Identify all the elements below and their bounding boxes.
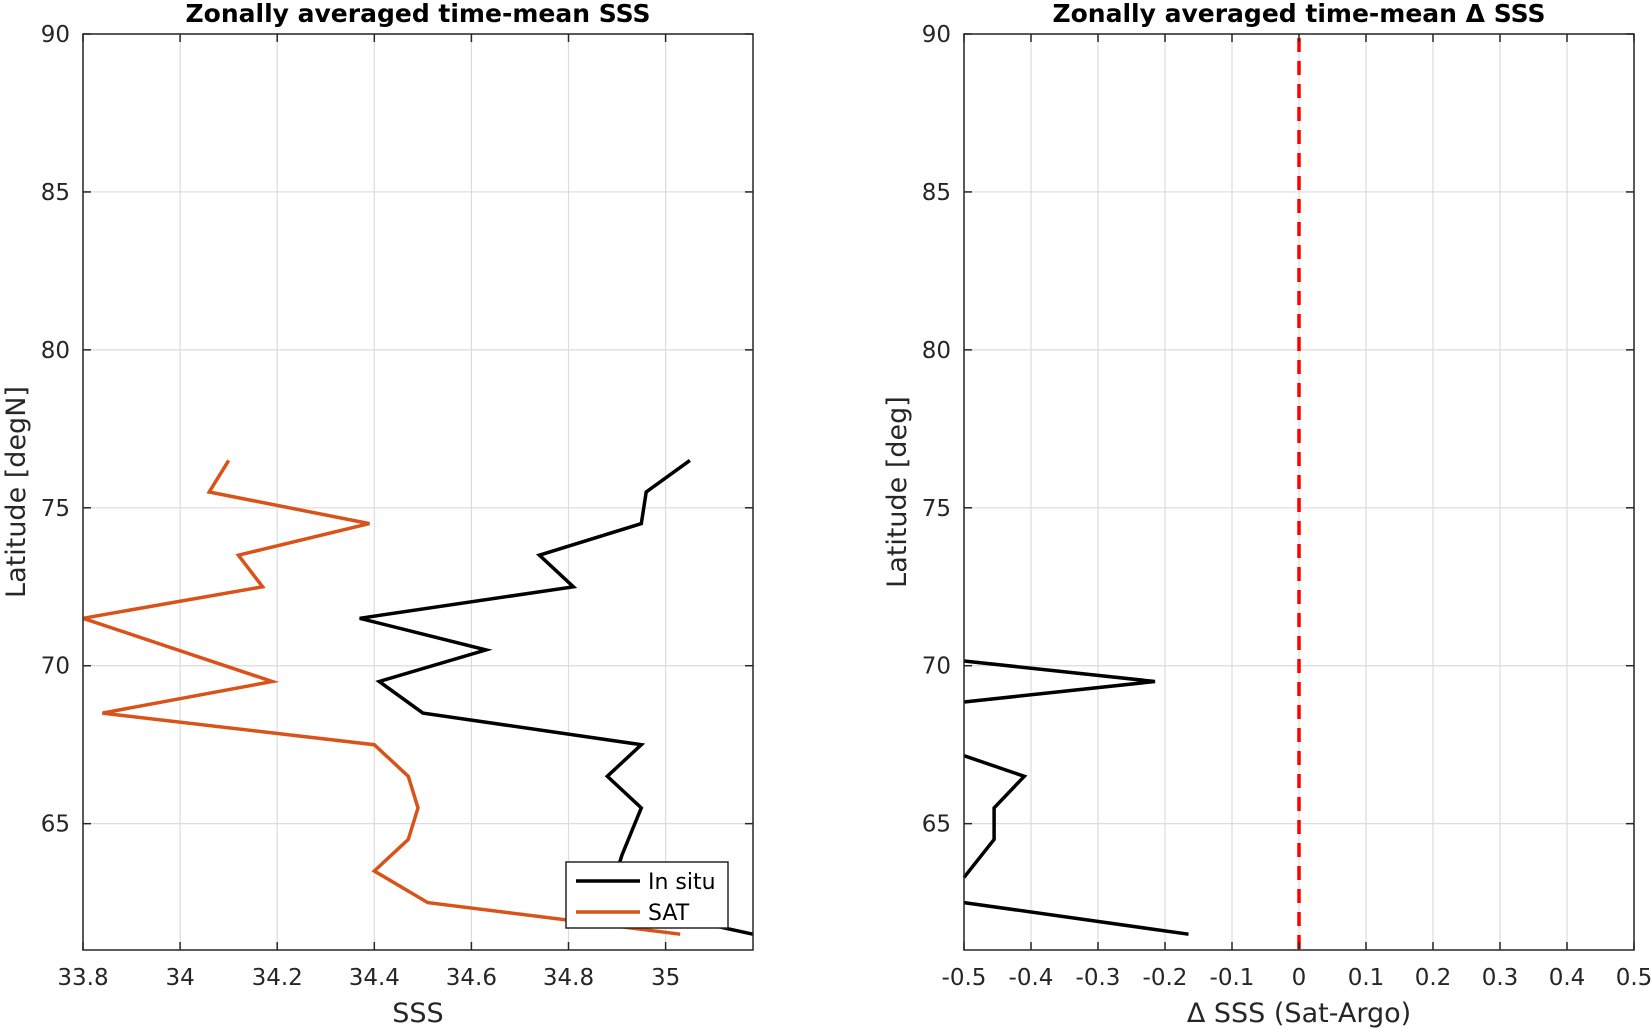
x-tick-label: -0.2 — [1143, 965, 1188, 991]
y-axis-label-delta-sss: Latitude [deg] — [882, 396, 913, 588]
legend-label-sat: SAT — [648, 901, 690, 926]
x-tick-label: 0.2 — [1415, 965, 1452, 991]
x-tick-label: 0.5 — [1616, 965, 1651, 991]
x-tick-label: 34.2 — [252, 965, 303, 991]
series-line-sat — [82, 459, 681, 936]
legend: In situ SAT — [565, 861, 729, 929]
y-tick-label: 90 — [41, 22, 70, 48]
y-tick-label: 65 — [922, 812, 951, 838]
series-line-1 — [963, 659, 1156, 704]
y-tick-label: 75 — [41, 496, 70, 522]
plot-area-delta-sss — [962, 38, 1301, 950]
x-axis-label-delta-sss: Δ SSS (Sat-Argo) — [1187, 998, 1411, 1028]
x-tick-label: -0.3 — [1076, 965, 1121, 991]
panel-delta-sss: -0.5 -0.4 -0.3 -0.2 -0.1 0 0.1 0.2 0.3 0.4 0.5 65 70… — [882, 0, 1651, 1028]
y-tick-label: 75 — [922, 496, 951, 522]
series-line-in-situ — [359, 458, 754, 936]
x-tick-label: 0.4 — [1549, 965, 1586, 991]
plot-area-sss — [82, 458, 754, 936]
x-axis-label-sss: SSS — [392, 998, 443, 1028]
panel-sss: 33.8 34 34.2 34.4 34.6 34.8 35 65 70 75 80 85 90 Zon… — [1, 0, 754, 1028]
y-tick-label: 80 — [922, 338, 951, 364]
x-tick-label: 34 — [165, 965, 194, 991]
x-tick-label: 0 — [1292, 965, 1307, 991]
grid-delta-sss — [963, 33, 1635, 950]
x-tick-label: 33.8 — [57, 965, 108, 991]
y-tick-label: 85 — [41, 180, 70, 206]
series-line-2 — [962, 754, 1028, 879]
series-line-3 — [963, 900, 1189, 936]
x-tick-label: 34.6 — [446, 965, 497, 991]
y-axis-label-sss: Latitude [degN] — [1, 386, 32, 598]
y-tick-label: 85 — [922, 180, 951, 206]
x-tick-label: -0.5 — [942, 965, 987, 991]
x-tick-label: -0.4 — [1009, 965, 1054, 991]
ticks-delta-sss: -0.5 -0.4 -0.3 -0.2 -0.1 0 0.1 0.2 0.3 0.4 0.5 65 70… — [922, 22, 1651, 991]
legend-label-in-situ: In situ — [648, 870, 716, 895]
x-tick-label: 0.3 — [1482, 965, 1519, 991]
ticks-sss: 33.8 34 34.2 34.4 34.6 34.8 35 65 70 75 80 85 90 — [41, 22, 753, 991]
chart-title-delta-sss: Zonally averaged time-mean Δ SSS — [1053, 0, 1546, 28]
y-tick-label: 80 — [41, 338, 70, 364]
x-tick-label: 34.4 — [349, 965, 400, 991]
x-tick-label: 35 — [651, 965, 680, 991]
y-tick-label: 70 — [41, 654, 70, 680]
y-tick-label: 65 — [41, 812, 70, 838]
x-tick-label: 34.8 — [543, 965, 594, 991]
legend-box — [565, 861, 729, 929]
y-tick-label: 70 — [922, 654, 951, 680]
x-tick-label: 0.1 — [1348, 965, 1385, 991]
chart-title-sss: Zonally averaged time-mean SSS — [186, 0, 651, 28]
axes-frame-sss — [82, 33, 754, 951]
x-tick-label: -0.1 — [1210, 965, 1255, 991]
y-tick-label: 90 — [922, 22, 951, 48]
